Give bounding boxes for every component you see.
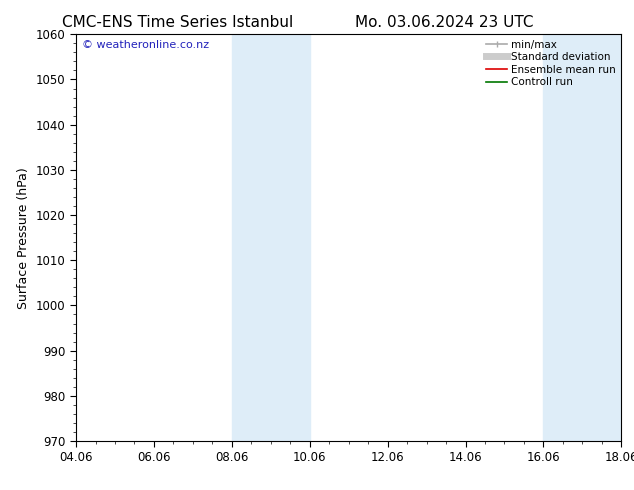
Legend: min/max, Standard deviation, Ensemble mean run, Controll run: min/max, Standard deviation, Ensemble me… <box>484 37 618 89</box>
Text: © weatheronline.co.nz: © weatheronline.co.nz <box>82 40 209 50</box>
Text: Mo. 03.06.2024 23 UTC: Mo. 03.06.2024 23 UTC <box>354 15 533 30</box>
Text: CMC-ENS Time Series Istanbul: CMC-ENS Time Series Istanbul <box>62 15 293 30</box>
Bar <box>232 34 310 441</box>
Bar <box>543 34 621 441</box>
Y-axis label: Surface Pressure (hPa): Surface Pressure (hPa) <box>17 167 30 309</box>
